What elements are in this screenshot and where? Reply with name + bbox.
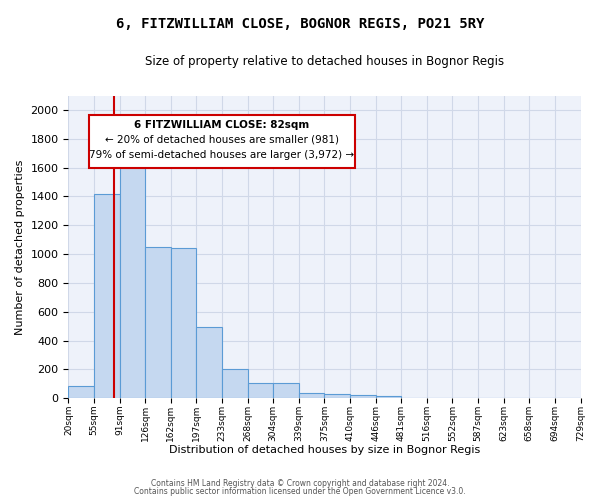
Bar	[325, 394, 350, 398]
Title: Size of property relative to detached houses in Bognor Regis: Size of property relative to detached ho…	[145, 55, 504, 68]
Bar	[119, 166, 145, 398]
Bar	[171, 248, 196, 398]
Bar	[248, 384, 273, 398]
Text: 79% of semi-detached houses are larger (3,972) →: 79% of semi-detached houses are larger (…	[89, 150, 355, 160]
Bar	[273, 384, 299, 398]
Bar	[350, 396, 376, 398]
Text: ← 20% of detached houses are smaller (981): ← 20% of detached houses are smaller (98…	[105, 135, 339, 145]
Bar	[68, 386, 94, 398]
Bar	[376, 396, 401, 398]
Bar	[222, 370, 248, 398]
Text: Contains public sector information licensed under the Open Government Licence v3: Contains public sector information licen…	[134, 487, 466, 496]
Y-axis label: Number of detached properties: Number of detached properties	[15, 159, 25, 334]
Text: Contains HM Land Registry data © Crown copyright and database right 2024.: Contains HM Land Registry data © Crown c…	[151, 478, 449, 488]
FancyBboxPatch shape	[89, 115, 355, 168]
Text: 6 FITZWILLIAM CLOSE: 82sqm: 6 FITZWILLIAM CLOSE: 82sqm	[134, 120, 310, 130]
Bar	[145, 248, 171, 398]
Bar	[196, 328, 222, 398]
Text: 6, FITZWILLIAM CLOSE, BOGNOR REGIS, PO21 5RY: 6, FITZWILLIAM CLOSE, BOGNOR REGIS, PO21…	[116, 18, 484, 32]
Bar	[94, 194, 119, 398]
X-axis label: Distribution of detached houses by size in Bognor Regis: Distribution of detached houses by size …	[169, 445, 480, 455]
Bar	[299, 392, 325, 398]
